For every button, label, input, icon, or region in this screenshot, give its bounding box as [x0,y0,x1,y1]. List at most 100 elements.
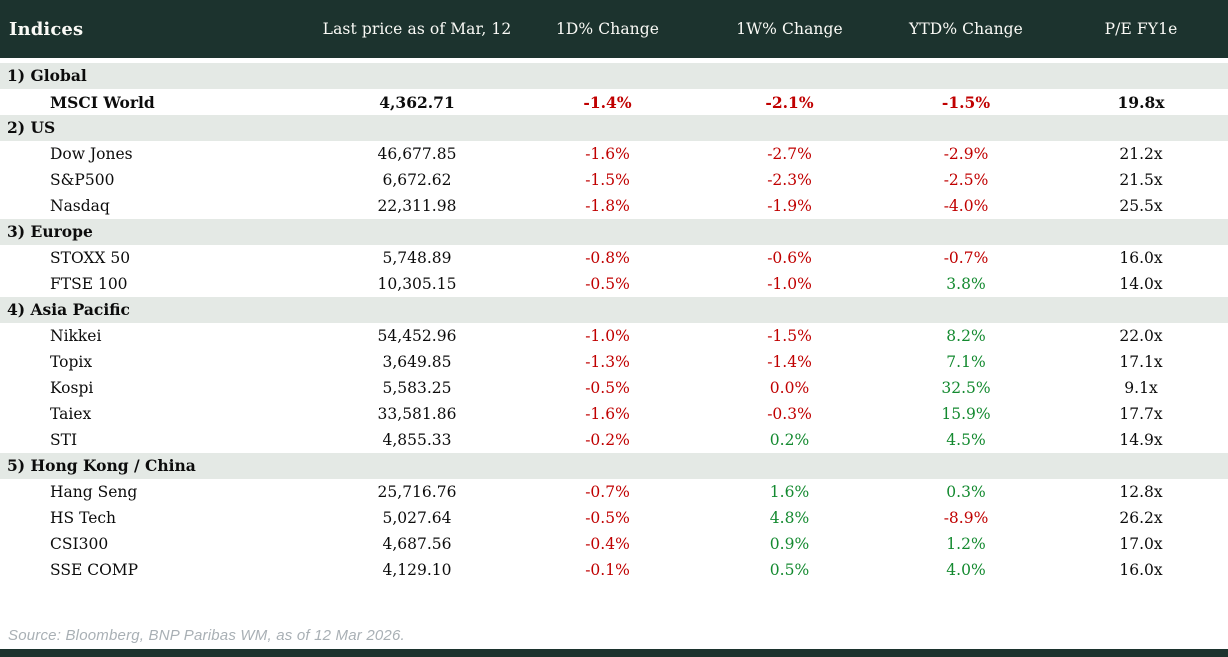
pe-cell: 22.0x [1119,327,1163,345]
index-row: FTSE 100 10,305.15 -0.5% -1.0% 3.8% 14.0x [0,271,1228,297]
change-ytd-cell: -4.0% [943,197,989,215]
change-ytd-cell: -1.5% [941,92,991,112]
change-1w-cell: 0.2% [769,431,810,449]
pe-cell: 14.9x [1119,431,1163,449]
index-row: SSE COMP 4,129.10 -0.1% 0.5% 4.0% 16.0x [0,557,1228,583]
change-ytd-cell: 1.2% [946,535,986,553]
table-header-row: Indices Last price as of Mar, 12 1D% Cha… [0,0,1228,58]
pe-cell: 17.1x [1119,353,1163,371]
section-header-row: 3) Europe [0,219,1228,245]
index-row: Nasdaq 22,311.98 -1.8% -1.9% -4.0% 25.5x [0,193,1228,219]
index-row: Hang Seng 25,716.76 -0.7% 1.6% 0.3% 12.8x [0,479,1228,505]
column-header-indices: Indices [9,18,84,40]
change-1d-cell: -0.7% [585,483,630,501]
change-1d-cell: -1.6% [585,145,630,163]
pe-cell: 17.7x [1119,405,1163,423]
change-1w-cell: 4.8% [769,509,810,527]
pe-cell: 16.0x [1119,249,1163,267]
change-ytd-cell: 4.5% [946,431,986,449]
change-ytd-cell: -8.9% [943,509,989,527]
index-row: Topix 3,649.85 -1.3% -1.4% 7.1% 17.1x [0,349,1228,375]
index-name-cell: CSI300 [50,535,109,553]
index-name-cell: MSCI World [50,92,155,112]
index-name-cell: Dow Jones [50,145,133,163]
change-1w-cell: -2.3% [767,171,812,189]
index-name-cell: Nasdaq [50,197,110,215]
change-1w-cell: -2.7% [767,145,812,163]
change-1d-cell: -1.4% [583,92,632,112]
index-row: MSCI World 4,362.71 -1.4% -2.1% -1.5% 19.8x [0,89,1228,115]
change-ytd-cell: 3.8% [946,275,986,293]
pe-cell: 14.0x [1119,275,1163,293]
index-name-cell: Topix [50,353,93,371]
index-row: S&P500 6,672.62 -1.5% -2.3% -2.5% 21.5x [0,167,1228,193]
index-row: Dow Jones 46,677.85 -1.6% -2.7% -2.9% 21.2x [0,141,1228,167]
change-ytd-cell: 32.5% [941,379,991,397]
index-name-cell: S&P500 [50,171,115,189]
change-1w-cell: 0.9% [769,535,810,553]
change-ytd-cell: 8.2% [946,327,986,345]
last-price-cell: 4,687.56 [382,535,452,553]
index-row: CSI300 4,687.56 -0.4% 0.9% 1.2% 17.0x [0,531,1228,557]
last-price-cell: 33,581.86 [377,405,457,423]
change-1d-cell: -0.2% [585,431,630,449]
change-1d-cell: -0.8% [585,249,630,267]
section-header-row: 2) US [0,115,1228,141]
change-1d-cell: -1.6% [585,405,630,423]
index-row: Nikkei 54,452.96 -1.0% -1.5% 8.2% 22.0x [0,323,1228,349]
change-1w-cell: 0.5% [769,561,810,579]
index-name-cell: Taiex [50,405,92,423]
column-header-ytd-change: YTD% Change [909,20,1023,38]
column-header-last-price: Last price as of Mar, 12 [322,20,512,38]
index-name-cell: HS Tech [50,509,117,527]
index-name-cell: Hang Seng [50,483,138,501]
table-body: 1) Global MSCI World 4,362.71 -1.4% -2.1% -1.… [0,63,1228,583]
pe-cell: 9.1x [1124,379,1158,397]
last-price-cell: 5,748.89 [382,249,452,267]
change-1w-cell: -2.1% [765,92,814,112]
change-1w-cell: -1.4% [767,353,812,371]
change-1w-cell: -1.0% [767,275,812,293]
index-name-cell: STI [50,431,78,449]
index-row: Kospi 5,583.25 -0.5% 0.0% 32.5% 9.1x [0,375,1228,401]
last-price-cell: 4,129.10 [382,561,452,579]
column-header-1w-change: 1W% Change [736,20,843,38]
last-price-cell: 4,855.33 [382,431,452,449]
bottom-accent-bar [0,649,1228,657]
index-row: Taiex 33,581.86 -1.6% -0.3% 15.9% 17.7x [0,401,1228,427]
change-1d-cell: -0.5% [585,379,630,397]
change-1d-cell: -0.5% [585,509,630,527]
pe-cell: 19.8x [1117,92,1165,112]
index-name-cell: FTSE 100 [50,275,128,293]
last-price-cell: 4,362.71 [379,92,455,112]
last-price-cell: 5,027.64 [382,509,452,527]
section-header-row: 1) Global [0,63,1228,89]
last-price-cell: 54,452.96 [377,327,457,345]
change-1d-cell: -0.4% [585,535,630,553]
change-ytd-cell: 15.9% [941,405,991,423]
last-price-cell: 46,677.85 [377,145,457,163]
change-ytd-cell: -0.7% [943,249,989,267]
change-1d-cell: -1.3% [585,353,630,371]
last-price-cell: 5,583.25 [382,379,452,397]
pe-cell: 21.2x [1119,145,1163,163]
last-price-cell: 3,649.85 [382,353,452,371]
pe-cell: 25.5x [1119,197,1163,215]
change-ytd-cell: -2.5% [943,171,989,189]
change-1w-cell: -1.5% [767,327,812,345]
change-1d-cell: -1.5% [585,171,630,189]
change-1d-cell: -0.5% [585,275,630,293]
pe-cell: 16.0x [1119,561,1163,579]
pe-cell: 21.5x [1119,171,1163,189]
change-1d-cell: -1.8% [585,197,630,215]
index-name-cell: SSE COMP [50,561,139,579]
column-header-pe: P/E FY1e [1104,20,1178,38]
index-name-cell: Nikkei [50,327,102,345]
change-1w-cell: 0.0% [769,379,810,397]
change-1w-cell: -1.9% [767,197,812,215]
pe-cell: 26.2x [1119,509,1163,527]
index-name-cell: Kospi [50,379,94,397]
section-header-row: 4) Asia Pacific [0,297,1228,323]
change-ytd-cell: -2.9% [943,145,989,163]
